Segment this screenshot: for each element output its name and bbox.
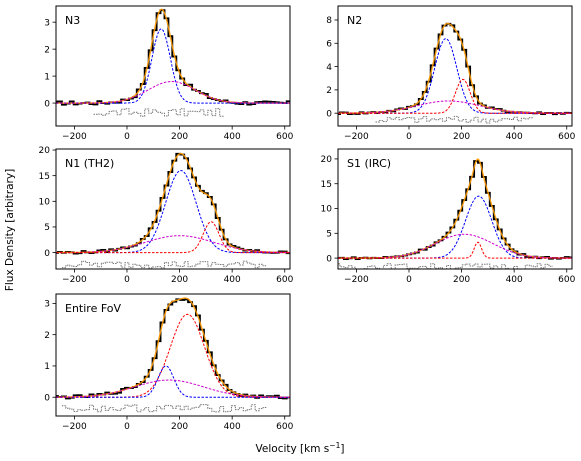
plot-area [56,297,290,413]
panel-1: −200 0 200 400 600 0 1 2 3 N3 [44,5,294,142]
x-tick-label: 0 [124,275,130,285]
y-tick-label: 6 [326,39,332,49]
component-1 [56,28,290,104]
total-fit [56,297,290,398]
panel-frame [337,148,573,270]
plot-area [338,158,572,269]
y-tick-label: 1 [44,72,50,82]
x-tick-label: −200 [62,275,87,285]
x-tick-label: 200 [171,275,188,285]
x-tick-label: −200 [344,132,369,142]
x-axis-label-sup: −1 [329,441,340,450]
y-tick-label: 5 [326,229,332,239]
component-2 [56,81,290,104]
component-1 [56,313,290,398]
total-fit [338,22,572,114]
panel-frame [55,148,291,270]
x-tick-label: 200 [171,422,188,432]
component-3 [338,241,572,259]
x-tick-label: 600 [276,132,293,142]
x-tick-label: 600 [276,275,293,285]
x-tick-label: −200 [62,422,87,432]
x-tick-label: 600 [558,275,575,285]
x-tick-label: 200 [453,275,470,285]
x-tick-label: 200 [453,132,470,142]
x-tick-label: 400 [506,132,523,142]
y-tick-label: 5 [44,223,50,233]
y-tick-label: 15 [321,180,332,190]
x-tick-label: −200 [344,275,369,285]
y-tick-label: 8 [326,16,332,26]
component-3 [56,221,290,254]
panel-5: −200 0 200 400 600 0 1 2 3 Entire FoV [44,293,294,432]
residual-line [338,263,553,269]
x-tick-label: 0 [406,132,412,142]
y-tick-label: 2 [44,331,50,341]
x-tick-label: −200 [62,132,87,142]
component-2 [338,233,572,259]
plot-area [56,8,290,117]
panel-frame [55,293,291,417]
x-tick-label: 400 [224,132,241,142]
x-tick-label: 400 [224,275,241,285]
total-fit [338,158,572,259]
x-axis-label-end: ] [340,443,344,455]
x-tick-label: 0 [124,422,130,432]
y-tick-label: 0 [44,393,50,403]
y-tick-label: 20 [321,155,333,165]
x-axis-label-main: Velocity [km s [256,443,330,455]
y-tick-label: 10 [321,205,333,215]
y-tick-label: 20 [39,146,51,156]
component-1 [338,38,572,114]
residual-line [93,108,224,117]
y-tick-label: 15 [39,172,50,182]
plot-area [56,152,290,269]
panel-title: N3 [65,14,80,27]
panel-4: −200 0 200 400 600 0 5 10 15 20 S1 (IRC) [321,148,576,285]
y-tick-label: 0 [326,109,332,119]
y-tick-label: 2 [326,86,332,96]
x-tick-label: 600 [276,422,293,432]
panel-2: −200 0 200 400 600 0 2 4 6 8 N2 [326,5,576,142]
x-tick-label: 0 [406,275,412,285]
component-2 [56,365,290,398]
y-tick-label: 3 [44,300,50,310]
plot-area [338,22,572,124]
y-tick-label: 4 [326,63,332,73]
y-tick-label: 10 [39,198,51,208]
y-tick-label: 0 [44,99,50,109]
panel-title: Entire FoV [65,302,122,315]
x-axis-label: Velocity [km s−1] [256,441,345,455]
panel-3: −200 0 200 400 600 0 5 10 15 20 N1 (TH2) [39,146,294,285]
panel-title: N2 [347,14,362,27]
observed-spectrum [56,9,290,106]
panel-frame [337,5,573,127]
x-tick-label: 200 [171,132,188,142]
panel-title: N1 (TH2) [65,157,114,170]
component-2 [56,235,290,254]
y-tick-label: 0 [44,249,50,259]
y-tick-label: 1 [44,362,50,372]
y-tick-label: 0 [326,254,332,264]
component-3 [338,78,572,114]
y-axis-label: Flux Density [arbitrary] [4,169,16,291]
component-1 [56,170,290,254]
x-tick-label: 0 [124,132,130,142]
residual-line [61,404,267,413]
panel-frame [55,5,291,127]
y-tick-label: 3 [44,18,50,28]
observed-spectrum [338,160,572,260]
panel-title: S1 (IRC) [347,157,391,170]
x-tick-label: 400 [506,275,523,285]
residual-line [61,260,267,269]
x-tick-label: 600 [558,132,575,142]
residual-line [375,115,534,124]
y-tick-label: 2 [44,45,50,55]
x-tick-label: 400 [224,422,241,432]
observed-spectrum [338,22,572,116]
